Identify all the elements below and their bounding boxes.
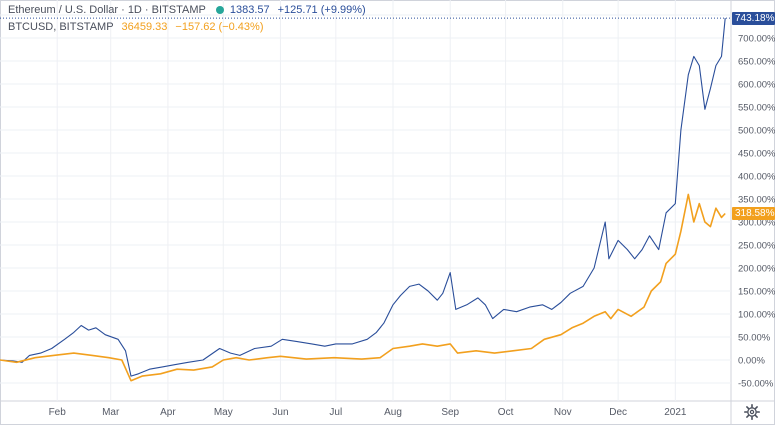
x-tick-label: Mar: [102, 407, 120, 418]
gear-icon[interactable]: [744, 404, 760, 420]
y-tick-label: 700.00%: [738, 34, 775, 45]
y-tick-label: -50.00%: [738, 379, 774, 390]
x-tick-label: Oct: [498, 407, 514, 418]
y-tick-label: 550.00%: [738, 103, 775, 114]
x-tick-label: Sep: [441, 407, 459, 418]
y-tick-label: 0.00%: [738, 356, 765, 367]
btc-last-value-tag: 318.58%: [732, 207, 775, 220]
y-tick-label: 250.00%: [738, 241, 775, 252]
x-tick-label: May: [214, 407, 233, 418]
x-tick-label: Aug: [384, 407, 402, 418]
legend-btcusd[interactable]: BTCUSD, BITSTAMP 36459.33 −157.62 (−0.43…: [8, 21, 264, 33]
x-tick-label: Feb: [49, 407, 67, 418]
legend-eth-change: +125.71 (+9.99%): [277, 4, 366, 16]
legend-ethereum[interactable]: Ethereum / U.S. Dollar · 1D · BITSTAMP 1…: [8, 4, 366, 16]
series-layer: [0, 17, 731, 382]
y-tick-label: 150.00%: [738, 287, 775, 298]
y-tick-label: 650.00%: [738, 57, 775, 68]
y-tick-label: 50.00%: [738, 333, 771, 344]
y-tick-label: 300.00%: [738, 218, 775, 229]
series-line-ethereum: [0, 18, 726, 377]
y-tick-label: 100.00%: [738, 310, 775, 321]
x-tick-label: Dec: [609, 407, 627, 418]
legend-eth-title: Ethereum / U.S. Dollar · 1D · BITSTAMP: [8, 4, 206, 16]
x-tick-label: Nov: [554, 407, 572, 418]
y-tick-label: 400.00%: [738, 172, 775, 183]
legend-eth-price: 1383.57: [229, 4, 270, 16]
eth-last-value-tag: 743.18%: [732, 12, 775, 25]
y-tick-label: 200.00%: [738, 264, 775, 275]
legend-btc-title: BTCUSD, BITSTAMP: [8, 21, 114, 33]
y-tick-label: 350.00%: [738, 195, 775, 206]
price-scale: 750.00%700.00%650.00%600.00%550.00%500.0…: [738, 11, 775, 390]
market-open-dot-icon: [215, 6, 224, 14]
x-tick-label: Jun: [272, 407, 288, 418]
time-scale: Feb Mar Apr May Jun Jul Aug Sep Oct Nov Dec 2021: [49, 407, 687, 418]
series-line-btcusd: [0, 193, 726, 382]
legend-btc-change: −157.62 (−0.43%): [175, 21, 264, 33]
x-tick-label: 2021: [664, 407, 687, 418]
y-tick-label: 500.00%: [738, 126, 775, 137]
y-tick-label: 600.00%: [738, 80, 775, 91]
x-tick-label: Jul: [329, 407, 342, 418]
x-tick-label: Apr: [160, 407, 176, 418]
legend-btc-price: 36459.33: [121, 21, 168, 33]
y-tick-label: 450.00%: [738, 149, 775, 160]
